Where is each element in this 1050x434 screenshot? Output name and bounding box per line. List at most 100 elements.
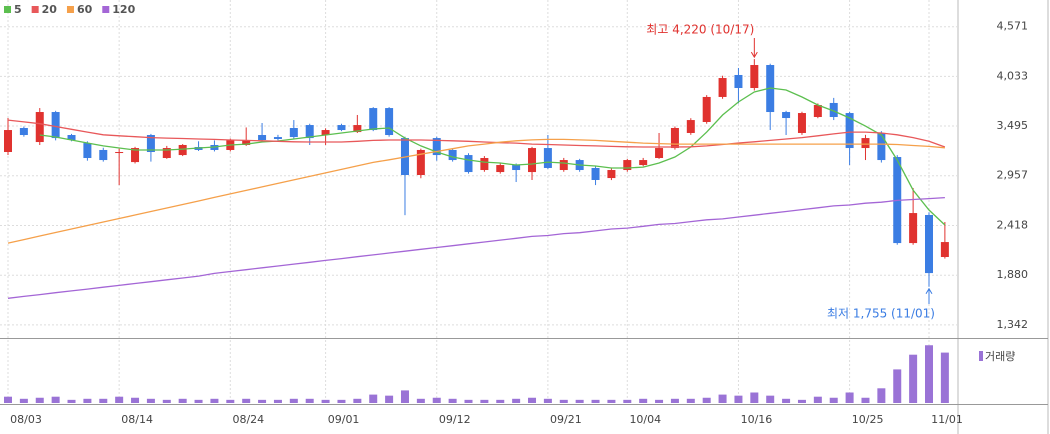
- candle-body: [702, 96, 711, 122]
- volume-bar: [909, 354, 918, 403]
- candle-body: [734, 74, 743, 89]
- y-tick-label: 2,957: [997, 169, 1029, 182]
- candle-body: [432, 138, 441, 156]
- candle-body: [273, 137, 282, 139]
- volume-bar: [813, 396, 822, 403]
- candle-body: [877, 132, 886, 161]
- candle-body: [861, 138, 870, 149]
- candle-body: [670, 127, 679, 149]
- volume-bar: [321, 399, 330, 403]
- arrow-head: [750, 51, 758, 59]
- candle-body: [940, 242, 949, 258]
- volume-bar: [829, 397, 838, 403]
- volume-bar: [686, 398, 695, 403]
- volume-bar: [178, 398, 187, 403]
- volume-bar: [400, 390, 409, 403]
- volume-bar: [448, 398, 457, 403]
- x-tick-label: 10/04: [629, 413, 661, 426]
- volume-bar: [925, 345, 933, 403]
- volume-bar: [369, 394, 378, 403]
- volume-bar: [607, 399, 616, 403]
- moving-average-line: [7, 138, 945, 244]
- volume-bar: [940, 352, 949, 403]
- candle-body: [496, 165, 505, 173]
- legend: 거래량 5 20 60 120: [4, 3, 1015, 363]
- volume-bar: [575, 399, 584, 403]
- candle-body: [67, 135, 76, 141]
- volume-bar: [734, 395, 743, 403]
- legend-swatch: [31, 6, 39, 13]
- candle-body: [797, 113, 806, 133]
- arrow-head: [925, 287, 933, 295]
- volume-bar: [99, 398, 108, 403]
- candle-body: [591, 167, 600, 180]
- candle-body: [19, 127, 28, 136]
- annotation-low: 최저 1,755 (11/01): [827, 307, 935, 321]
- candle-body: [162, 148, 171, 159]
- volume-bar: [385, 395, 394, 403]
- volume-bar: [67, 399, 76, 403]
- candle-body: [305, 125, 314, 139]
- volume-bar: [718, 394, 727, 403]
- candle-body: [4, 130, 12, 153]
- legend-swatch: [66, 6, 74, 13]
- volume-legend-swatch: [979, 351, 983, 361]
- volume-bar: [766, 395, 775, 403]
- volume-bar: [337, 399, 346, 403]
- volume-bar: [543, 398, 552, 403]
- volume-bar: [146, 398, 155, 403]
- candle-body: [655, 148, 664, 159]
- volume-bar: [242, 398, 251, 403]
- candle-body: [845, 113, 854, 149]
- volume-bar: [559, 399, 568, 403]
- candle-body: [512, 165, 521, 171]
- volume-bar: [702, 397, 711, 403]
- volume-bar: [258, 399, 267, 403]
- y-tick-label: 4,571: [997, 20, 1029, 33]
- candle-body: [258, 135, 267, 141]
- volume-bar: [797, 399, 806, 403]
- x-tick-label: 08/14: [121, 413, 153, 426]
- candle-body: [623, 160, 632, 171]
- candle-body: [829, 102, 838, 118]
- legend-swatch: [102, 6, 110, 13]
- x-tick-label: 09/21: [550, 413, 582, 426]
- volume-bar: [4, 396, 12, 403]
- candle-body: [353, 125, 362, 133]
- volume-bar: [464, 399, 473, 403]
- candle-body: [99, 149, 108, 161]
- candle-body: [750, 65, 759, 89]
- legend-label: 120: [112, 3, 135, 16]
- volume-bar: [35, 397, 44, 403]
- volume-bar: [845, 392, 854, 403]
- legend-label: 20: [42, 3, 58, 16]
- candle-body: [909, 213, 918, 244]
- volume-bar: [512, 398, 521, 403]
- legend-label: 5: [14, 3, 22, 16]
- volume-bar: [655, 399, 664, 403]
- volume-bar: [115, 396, 124, 403]
- candle-body: [528, 148, 537, 173]
- candle-body: [925, 214, 933, 274]
- candle-body: [289, 127, 298, 138]
- candle-body: [480, 158, 489, 171]
- volume-bar: [496, 399, 505, 403]
- plot: 최고 4,220 (10/17) 최저 1,755 (11/01): [4, 23, 949, 403]
- volume-legend-label: 거래량: [985, 350, 1015, 363]
- volume-bar: [480, 399, 489, 403]
- candle-body: [35, 112, 44, 143]
- candle-body: [559, 160, 568, 171]
- volume-bar: [273, 399, 282, 403]
- candle-body: [607, 170, 616, 179]
- volume-bar: [19, 398, 28, 403]
- x-tick-label: 09/12: [439, 413, 471, 426]
- x-tick-label: 10/16: [741, 413, 773, 426]
- x-tick-label: 08/24: [232, 413, 264, 426]
- volume-bar: [83, 398, 92, 403]
- y-tick-label: 4,033: [997, 69, 1029, 82]
- candle-body: [115, 152, 124, 154]
- y-tick-label: 2,418: [997, 219, 1029, 232]
- volume-bar: [51, 396, 60, 403]
- candle-body: [178, 144, 187, 156]
